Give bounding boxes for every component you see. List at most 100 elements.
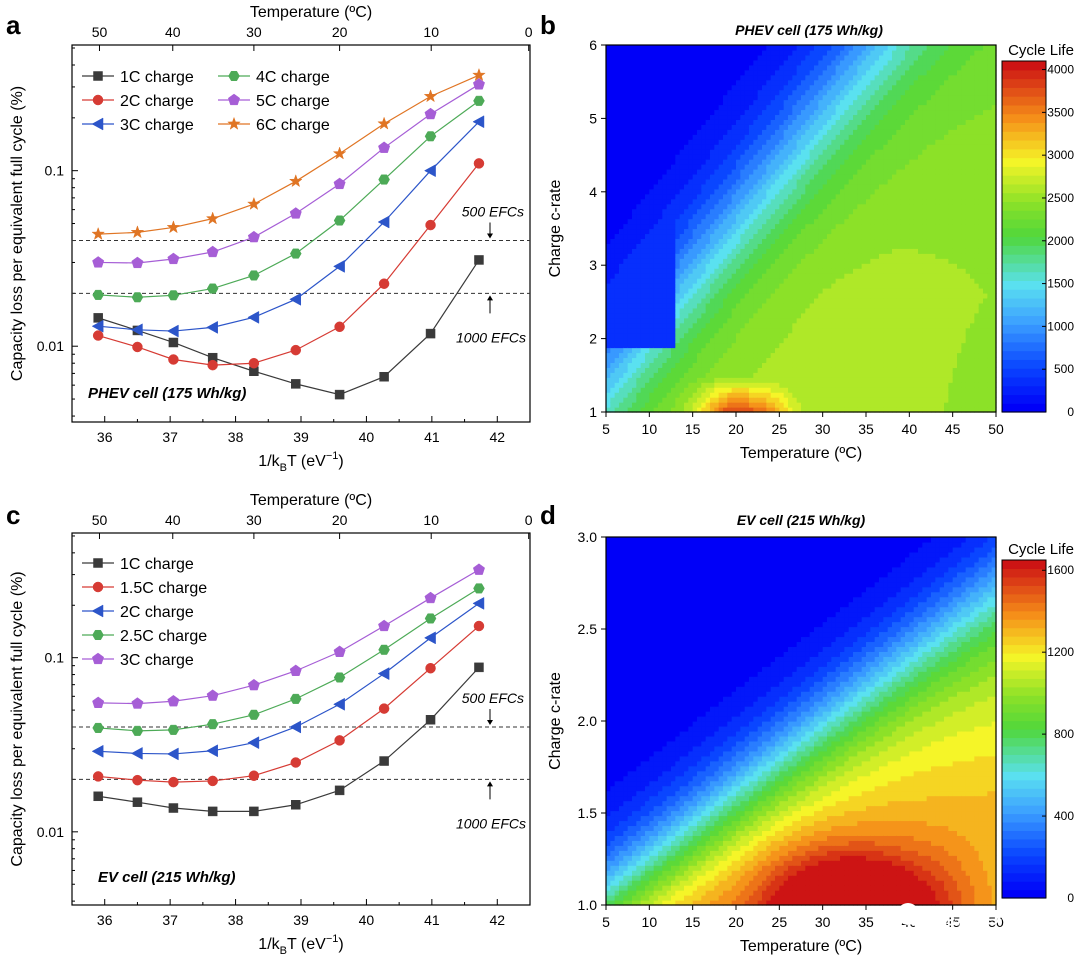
heatmap-cell bbox=[809, 79, 815, 86]
heatmap-cell bbox=[627, 114, 633, 120]
heatmap-cell bbox=[727, 104, 733, 111]
heatmap-cell bbox=[801, 104, 806, 111]
heatmap-cell bbox=[818, 114, 824, 120]
heatmap-cell bbox=[866, 248, 871, 254]
heatmap-cell bbox=[731, 173, 737, 180]
heatmap-cell bbox=[766, 173, 772, 180]
heatmap-cell bbox=[848, 327, 854, 334]
heatmap-cell bbox=[844, 198, 850, 205]
heatmap-cell bbox=[753, 114, 759, 120]
heatmap-cell bbox=[783, 357, 789, 364]
heatmap-cell bbox=[623, 372, 629, 378]
heatmap-cell bbox=[627, 357, 633, 364]
heatmap-cell bbox=[636, 124, 642, 130]
heatmap-cell bbox=[692, 45, 698, 51]
heatmap-cell bbox=[822, 238, 828, 244]
heatmap-cell bbox=[632, 273, 637, 279]
heatmap-cell bbox=[809, 89, 815, 96]
data-point bbox=[289, 207, 302, 219]
heatmap-cell bbox=[632, 183, 637, 190]
heatmap-cell bbox=[740, 119, 746, 125]
heatmap-cell bbox=[614, 188, 620, 195]
heatmap-cell bbox=[827, 45, 832, 51]
heatmap-cell bbox=[801, 178, 806, 185]
heatmap-cell bbox=[684, 109, 689, 116]
heatmap-cell bbox=[610, 89, 616, 96]
heatmap-cell bbox=[740, 357, 746, 364]
heatmap-cell bbox=[749, 208, 754, 215]
heatmap-cell bbox=[766, 357, 772, 364]
heatmap-cell bbox=[614, 342, 620, 349]
heatmap-cell bbox=[753, 278, 759, 284]
heatmap-cell bbox=[883, 79, 889, 86]
heatmap-cell bbox=[614, 292, 620, 299]
heatmap-cell bbox=[766, 407, 772, 413]
heatmap-cell bbox=[718, 377, 724, 383]
heatmap-cell bbox=[840, 208, 845, 215]
heatmap-cell bbox=[844, 263, 850, 269]
heatmap-cell bbox=[731, 134, 737, 140]
heatmap-cell bbox=[744, 307, 750, 314]
legend-marker bbox=[227, 93, 241, 106]
heatmap-cell bbox=[649, 84, 655, 91]
heatmap-cell bbox=[658, 327, 663, 334]
heatmap-cell bbox=[757, 129, 763, 135]
heatmap-cell bbox=[606, 263, 611, 269]
heatmap-cell bbox=[844, 223, 850, 230]
heatmap-cell bbox=[744, 188, 750, 195]
heatmap-cell bbox=[714, 288, 720, 294]
heatmap-cell bbox=[671, 198, 676, 205]
heatmap-cell bbox=[883, 173, 889, 180]
heatmap-cell bbox=[649, 292, 655, 299]
heatmap-cell bbox=[835, 168, 841, 175]
heatmap-cell bbox=[831, 49, 837, 56]
heatmap-cell bbox=[779, 129, 785, 135]
heatmap-cell bbox=[679, 367, 685, 373]
heatmap-cell bbox=[714, 253, 720, 259]
heatmap-cell bbox=[805, 228, 811, 235]
heatmap-cell bbox=[753, 327, 759, 334]
heatmap-cell bbox=[866, 154, 871, 160]
heatmap-cell bbox=[753, 248, 759, 254]
heatmap-cell bbox=[688, 193, 694, 200]
heatmap-cell bbox=[675, 347, 681, 354]
heatmap-cell bbox=[779, 49, 785, 56]
heatmap-cell bbox=[640, 312, 646, 319]
heatmap-cell bbox=[684, 114, 689, 120]
heatmap-cell bbox=[662, 302, 668, 309]
heatmap-cell bbox=[679, 178, 685, 185]
heatmap-cell bbox=[649, 307, 655, 314]
heatmap-cell bbox=[775, 159, 780, 165]
heatmap-cell bbox=[788, 168, 793, 175]
heatmap-cell bbox=[671, 342, 676, 349]
heatmap-cell bbox=[827, 342, 832, 349]
heatmap-cell bbox=[731, 377, 737, 383]
heatmap-cell bbox=[723, 327, 728, 334]
heatmap-cell bbox=[740, 372, 746, 378]
heatmap-cell bbox=[770, 213, 776, 220]
heatmap-cell bbox=[827, 134, 832, 140]
heatmap-cell bbox=[606, 183, 611, 190]
heatmap-cell bbox=[736, 297, 741, 304]
heatmap-cell bbox=[809, 198, 815, 205]
heatmap-cell bbox=[727, 362, 733, 368]
heatmap-cell bbox=[831, 392, 837, 398]
heatmap-cell bbox=[662, 312, 668, 319]
heatmap-cell bbox=[723, 367, 728, 373]
heatmap-cell bbox=[827, 223, 832, 230]
heatmap-cell bbox=[827, 188, 832, 195]
heatmap-cell bbox=[640, 377, 646, 383]
heatmap-cell bbox=[623, 193, 629, 200]
heatmap-cell bbox=[727, 407, 733, 413]
heatmap-cell bbox=[805, 218, 811, 225]
heatmap-cell bbox=[753, 79, 759, 86]
heatmap-cell bbox=[614, 154, 620, 160]
heatmap-cell bbox=[844, 178, 850, 185]
heatmap-cell bbox=[705, 159, 711, 165]
heatmap-cell bbox=[818, 322, 824, 329]
heatmap-cell bbox=[736, 322, 741, 329]
heatmap-cell bbox=[835, 159, 841, 165]
heatmap-cell bbox=[744, 193, 750, 200]
heatmap-cell bbox=[727, 297, 733, 304]
heatmap-cell bbox=[731, 119, 737, 125]
